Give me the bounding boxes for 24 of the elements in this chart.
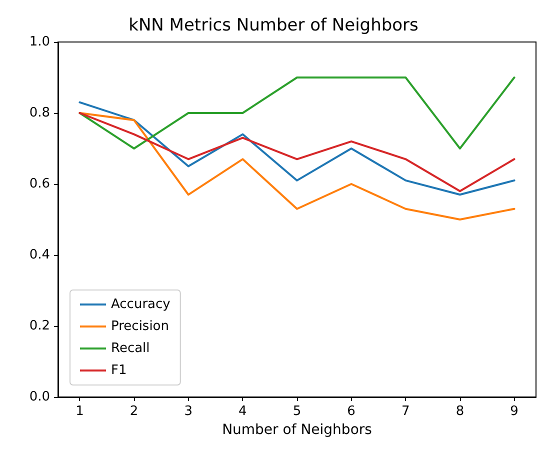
x-tick-label: 5: [292, 404, 302, 419]
x-tick-label: 8: [456, 404, 464, 419]
x-tick-label: 3: [184, 404, 193, 419]
y-tick-label: 0.0: [29, 390, 50, 404]
x-tick-label: 4: [238, 404, 247, 419]
x-tick-label: 6: [347, 404, 356, 419]
line-series: [78, 112, 516, 192]
legend-label: F1: [111, 363, 127, 378]
y-tick-label: 0.2: [29, 318, 50, 334]
x-tick-label: 9: [510, 404, 518, 419]
y-tick-label: 0.6: [29, 176, 50, 192]
x-tick-label: 1: [76, 404, 84, 419]
x-tick-label: 2: [130, 404, 138, 419]
line-series: [78, 112, 516, 220]
legend-label: Accuracy: [111, 297, 171, 312]
y-tick-label: 1.0: [29, 34, 50, 50]
legend-label: Precision: [111, 319, 170, 334]
legend-label: Recall: [111, 341, 150, 356]
chart-title: kNN Metrics Number of Neighbors: [128, 16, 419, 36]
x-axis-title: Number of Neighbors: [222, 422, 372, 438]
x-tick-label: 7: [401, 404, 410, 419]
y-tick-label: 0.8: [29, 106, 50, 120]
line-series: [78, 101, 516, 196]
y-tick-label: 0.4: [29, 248, 50, 262]
